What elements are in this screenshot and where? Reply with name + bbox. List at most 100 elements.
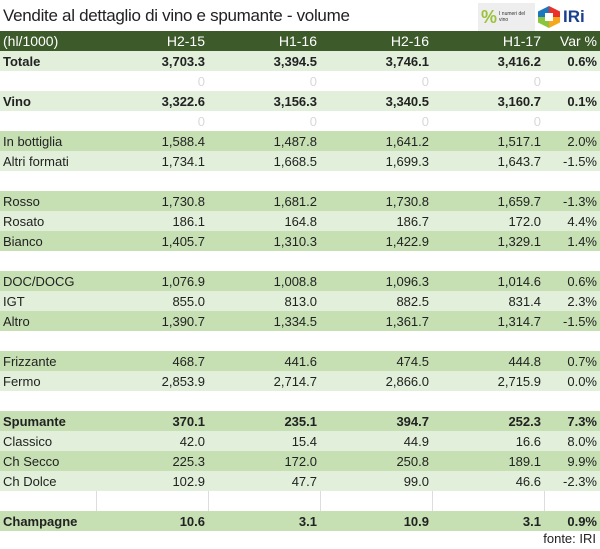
row-label: Vino: [0, 91, 96, 111]
value-cell: 42.0: [96, 431, 208, 451]
value-cell: [96, 171, 208, 191]
table-row: Bianco 1,405.7 1,310.3 1,422.9 1,329.1 1.4%: [0, 231, 600, 251]
var-cell: 0.1%: [544, 91, 600, 111]
value-cell: 0: [432, 71, 544, 91]
table-row: Ch Secco 225.3 172.0 250.8 189.1 9.9%: [0, 451, 600, 471]
header-h2-16: H2-16: [320, 31, 432, 51]
var-cell: 2.3%: [544, 291, 600, 311]
row-label: Ch Secco: [0, 451, 96, 471]
value-cell: 1,390.7: [96, 311, 208, 331]
iri-logo: IRi: [563, 7, 585, 26]
page-title: Vendite al dettaglio di vino e spumante …: [3, 6, 350, 25]
value-cell: 441.6: [208, 351, 320, 371]
value-cell: 0: [320, 111, 432, 131]
table-row: Classico 42.0 15.4 44.9 16.6 8.0%: [0, 431, 600, 451]
row-label: Frizzante: [0, 351, 96, 371]
value-cell: [320, 391, 432, 411]
row-label: Champagne: [0, 511, 96, 531]
row-label: Spumante: [0, 411, 96, 431]
value-cell: 46.6: [432, 471, 544, 491]
value-cell: [432, 491, 545, 511]
value-cell: 0: [208, 71, 320, 91]
var-cell: -2.3%: [544, 471, 600, 491]
source-note: fonte: IRI: [543, 531, 596, 546]
value-cell: 252.3: [432, 411, 544, 431]
var-cell: 9.9%: [544, 451, 600, 471]
iri-logo-mark-icon: [538, 6, 560, 28]
table-row: DOC/DOCG 1,076.9 1,008.8 1,096.3 1,014.6 0.6%: [0, 271, 600, 291]
table-header: (hl/1000) H2-15 H1-16 H2-16 H1-17 Var %: [0, 31, 600, 51]
value-cell: 186.7: [320, 211, 432, 231]
header-h1-17: H1-17: [432, 31, 544, 51]
value-cell: 16.6: [432, 431, 544, 451]
var-cell: -1.5%: [544, 311, 600, 331]
value-cell: 1,659.7: [432, 191, 544, 211]
value-cell: 172.0: [432, 211, 544, 231]
var-cell: [544, 171, 600, 191]
value-cell: [208, 491, 321, 511]
value-cell: 474.5: [320, 351, 432, 371]
row-label: In bottiglia: [0, 131, 96, 151]
var-cell: 4.4%: [544, 211, 600, 231]
table-row: Fermo 2,853.9 2,714.7 2,866.0 2,715.9 0.0%: [0, 371, 600, 391]
row-label: Rosso: [0, 191, 96, 211]
var-cell: 0.0%: [544, 371, 600, 391]
row-label: Classico: [0, 431, 96, 451]
value-cell: 1,641.2: [320, 131, 432, 151]
value-cell: 855.0: [96, 291, 208, 311]
row-label: Totale: [0, 51, 96, 71]
var-cell: [544, 251, 600, 271]
numeri-del-vino-logo: % I numeri del vino: [478, 3, 535, 31]
value-cell: 1,096.3: [320, 271, 432, 291]
var-cell: 0.9%: [544, 511, 600, 531]
value-cell: 3.1: [432, 511, 544, 531]
row-label: Bianco: [0, 231, 96, 251]
table-row: Vino 3,322.6 3,156.3 3,340.5 3,160.7 0.1%: [0, 91, 600, 111]
var-cell: 0.6%: [544, 51, 600, 71]
value-cell: [432, 251, 544, 271]
value-cell: [96, 491, 209, 511]
value-cell: 99.0: [320, 471, 432, 491]
var-cell: [544, 111, 600, 131]
header-var: Var %: [544, 31, 600, 51]
value-cell: 0: [96, 71, 208, 91]
value-cell: [208, 391, 320, 411]
var-cell: 8.0%: [544, 431, 600, 451]
table-row: [0, 391, 600, 411]
table-row: [0, 171, 600, 191]
table-row: [0, 251, 600, 271]
value-cell: 0: [320, 71, 432, 91]
value-cell: 1,699.3: [320, 151, 432, 171]
value-cell: 102.9: [96, 471, 208, 491]
value-cell: [96, 331, 208, 351]
value-cell: 1,643.7: [432, 151, 544, 171]
table-row: IGT 855.0 813.0 882.5 831.4 2.3%: [0, 291, 600, 311]
value-cell: 882.5: [320, 291, 432, 311]
table-row: Frizzante 468.7 441.6 474.5 444.8 0.7%: [0, 351, 600, 371]
value-cell: 10.9: [320, 511, 432, 531]
value-cell: 0: [96, 111, 208, 131]
var-cell: 2.0%: [544, 131, 600, 151]
row-label: [0, 71, 96, 91]
value-cell: 1,310.3: [208, 231, 320, 251]
row-label: Rosato: [0, 211, 96, 231]
header-h2-15: H2-15: [96, 31, 208, 51]
value-cell: 1,014.6: [432, 271, 544, 291]
table-row: Ch Dolce 102.9 47.7 99.0 46.6 -2.3%: [0, 471, 600, 491]
value-cell: 1,076.9: [96, 271, 208, 291]
value-cell: 0: [432, 111, 544, 131]
value-cell: 3,156.3: [208, 91, 320, 111]
value-cell: 15.4: [208, 431, 320, 451]
row-label: [0, 251, 96, 271]
table-row: Rosato 186.1 164.8 186.7 172.0 4.4%: [0, 211, 600, 231]
row-label: Ch Dolce: [0, 471, 96, 491]
table-row: In bottiglia 1,588.4 1,487.8 1,641.2 1,517.1…: [0, 131, 600, 151]
row-label: [0, 391, 96, 411]
value-cell: 10.6: [96, 511, 208, 531]
value-cell: 235.1: [208, 411, 320, 431]
value-cell: 172.0: [208, 451, 320, 471]
value-cell: 0: [208, 111, 320, 131]
value-cell: [208, 251, 320, 271]
value-cell: 1,588.4: [96, 131, 208, 151]
